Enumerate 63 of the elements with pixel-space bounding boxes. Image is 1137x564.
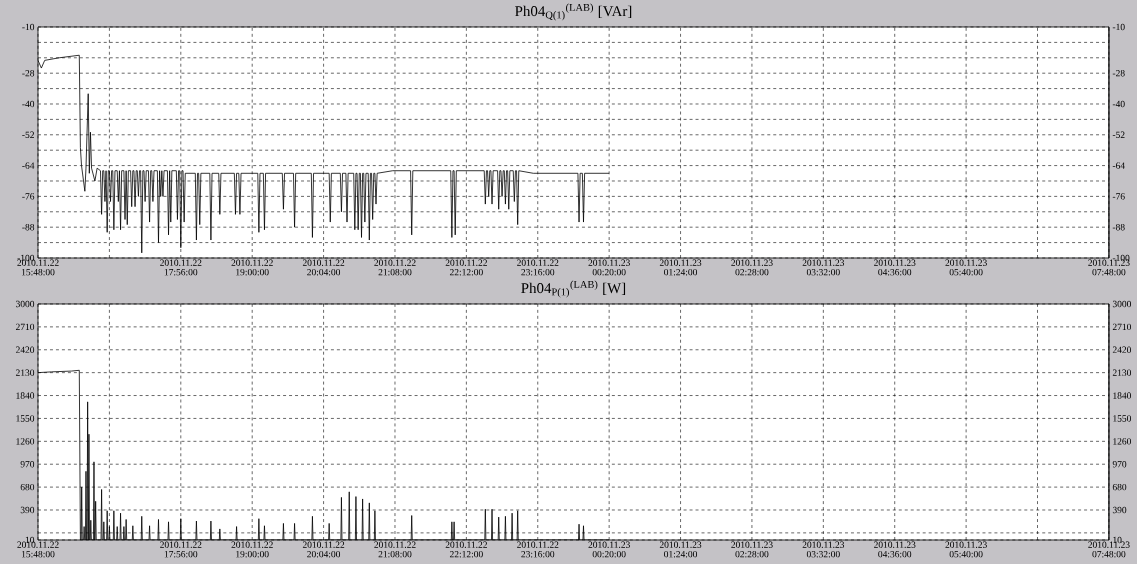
x-tick-label: 2010.11.22 23:16:00 — [517, 259, 559, 276]
chart-title: Ph04$_{Q(1)}$$^{(LAB)}$ [VAr] — [515, 3, 632, 21]
y2-tick-label: 2130 — [1112, 369, 1132, 376]
y-tick-label: 680 — [20, 483, 35, 491]
y-tick-label: 2130 — [15, 369, 35, 376]
y2-tick-label: -52 — [1112, 131, 1125, 138]
y2-tick-label: -28 — [1112, 70, 1125, 77]
x-tick-label: 2010.11.22 21:08:00 — [374, 259, 416, 276]
x-tick-label: 2010.11.22 19:00:00 — [231, 541, 273, 558]
x-tick-label: 2010.11.23 04:36:00 — [874, 541, 916, 558]
y2-tick-label: 3000 — [1112, 300, 1132, 308]
y-tick-label: -52 — [22, 131, 34, 138]
x-tick-label: 2010.11.23 05:40:00 — [945, 541, 987, 558]
x-tick-label: 2010.11.22 22:12:00 — [445, 541, 487, 558]
y-tick-label: 3000 — [16, 300, 35, 308]
chart-title: Ph04$_{P(1)}$$^{(LAB)}$ [W] — [521, 280, 626, 298]
y-tick-label: 390 — [20, 506, 35, 514]
x-tick-label: 2010.11.22 17:56:00 — [160, 259, 202, 276]
y-tick-label: 1840 — [16, 392, 35, 399]
y-tick-label: 1550 — [16, 415, 35, 422]
x-tick-label: 2010.11.23 01:24:00 — [659, 541, 702, 558]
y2-tick-label: 1260 — [1113, 438, 1132, 445]
y-tick-label: -28 — [22, 70, 35, 77]
y2-tick-label: -64 — [1112, 162, 1125, 169]
x-tick-label: 2010.11.22 22:12:00 — [445, 259, 487, 276]
y2-tick-label: 2710 — [1112, 323, 1132, 331]
y2-tick-label: 970 — [1112, 461, 1127, 468]
y2-tick-label: -76 — [1112, 193, 1125, 200]
x-tick-label: 2010.11.23 05:40:00 — [945, 259, 987, 276]
y-tick-label: -76 — [22, 193, 35, 200]
x-tick-label: 2010.11.23 01:24:00 — [659, 259, 702, 276]
x-tick-label: 2010.11.22 20:04:00 — [302, 259, 345, 276]
x-tick-label: 2010.11.22 17:56:00 — [160, 541, 202, 558]
x-tick-label: 2010.11.23 00:20:00 — [588, 259, 630, 276]
y-tick-label: 1260 — [16, 438, 35, 445]
y2-tick-label: 680 — [1112, 483, 1127, 491]
y2-tick-label: 390 — [1112, 506, 1127, 514]
x-tick-label: 2010.11.23 02:28:00 — [731, 259, 773, 276]
y2-tick-label: 2420 — [1112, 346, 1132, 353]
y2-tick-label: -88 — [1112, 223, 1125, 231]
x-tick-label: 2010.11.22 23:16:00 — [517, 541, 559, 558]
x-tick-label: 2010.11.23 03:32:00 — [802, 541, 845, 558]
y-tick-label: -40 — [22, 100, 35, 108]
x-tick-label: 2010.11.22 21:08:00 — [374, 541, 416, 558]
y-tick-label: 2420 — [15, 346, 35, 353]
y2-tick-label: 10 — [1113, 536, 1122, 544]
y-tick-label: -64 — [22, 162, 35, 169]
x-tick-label: 2010.11.23 02:28:00 — [731, 541, 773, 558]
y2-tick-label: -10 — [1112, 23, 1125, 31]
x-tick-label: 2010.11.23 00:20:00 — [588, 541, 630, 558]
y2-tick-label: 1840 — [1113, 392, 1132, 399]
y-tick-label: -88 — [22, 223, 35, 231]
x-tick-label: 2010.11.22 20:04:00 — [302, 541, 345, 558]
x-tick-label: 2010.11.23 03:32:00 — [802, 259, 845, 276]
x-tick-label: 2010.11.23 04:36:00 — [874, 259, 916, 276]
x-tick-label: 2010.11.22 19:00:00 — [231, 259, 273, 276]
y-tick-label: -10 — [22, 23, 35, 31]
y2-tick-label: -40 — [1112, 100, 1125, 108]
y-tick-label: 2710 — [15, 323, 35, 331]
y2-tick-label: 1550 — [1113, 415, 1132, 422]
y-tick-label: 970 — [20, 461, 35, 468]
x-tick-label: 2010.11.22 15:48:00 — [17, 541, 59, 558]
x-tick-label: 2010.11.23 07:48:00 — [1088, 541, 1130, 558]
